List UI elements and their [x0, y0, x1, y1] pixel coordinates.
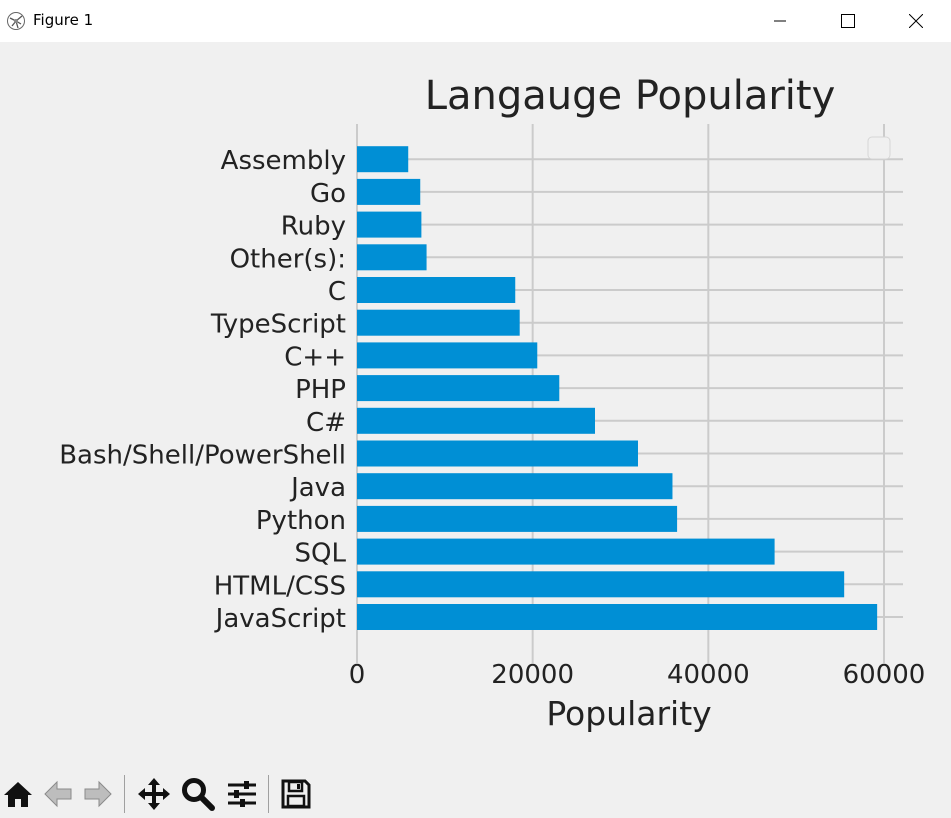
x-tick-label: 20000 [491, 660, 574, 690]
y-tick-label: PHP [295, 375, 346, 405]
bar [357, 309, 520, 336]
zoom-button[interactable] [180, 773, 216, 815]
bar [357, 571, 845, 598]
chart-title: Langauge Popularity [425, 73, 836, 119]
window-titlebar: Figure 1 [0, 0, 951, 42]
home-button[interactable] [0, 773, 36, 815]
configure-subplots-button[interactable] [224, 773, 260, 815]
zoom-icon [182, 778, 215, 811]
y-tick-label: Assembly [221, 146, 346, 176]
navigation-toolbar [0, 767, 951, 818]
y-tick-label: C# [306, 408, 346, 438]
figure-canvas[interactable]: 0 20000 40000 60000 JavaScript HTML/CSS SQL Pyt… [0, 42, 951, 767]
bar [357, 407, 596, 434]
back-button[interactable] [40, 773, 76, 815]
bar-chart: 0 20000 40000 60000 JavaScriptHTML/CSSSQLPyt… [59, 73, 925, 733]
y-tick-label: SQL [295, 539, 347, 569]
save-icon [281, 779, 311, 809]
back-arrow-icon [44, 780, 72, 808]
y-tick-label: Go [310, 179, 346, 209]
configure-subplots-icon [228, 781, 256, 807]
y-tick-label: Bash/Shell/PowerShell [59, 441, 346, 471]
y-tick-label: Java [289, 473, 346, 503]
bar [357, 538, 775, 565]
minimize-icon [774, 20, 786, 22]
pan-icon [138, 778, 170, 810]
bar [357, 473, 673, 500]
x-tick-label: 0 [349, 660, 366, 690]
y-tick-label: Ruby [281, 212, 346, 242]
legend-box [867, 136, 891, 160]
minimize-button[interactable] [757, 0, 803, 42]
y-tick-label: JavaScript [214, 604, 346, 634]
save-button[interactable] [278, 773, 314, 815]
bar-layer [357, 146, 878, 630]
y-tick-label: HTML/CSS [214, 571, 346, 601]
forward-button[interactable] [80, 773, 116, 815]
bar [357, 342, 538, 369]
maximize-button[interactable] [825, 0, 871, 42]
home-icon [4, 782, 32, 807]
bar [357, 146, 409, 173]
y-tick-label: C++ [284, 342, 346, 372]
matplotlib-logo-icon [7, 12, 25, 30]
bar [357, 211, 422, 238]
window-title: Figure 1 [33, 11, 94, 29]
bar [357, 604, 878, 630]
y-tick-label: Other(s): [230, 244, 346, 274]
y-tick-label: TypeScript [210, 310, 346, 340]
bar [357, 440, 638, 467]
bar [357, 505, 678, 532]
toolbar-separator [124, 775, 125, 813]
toolbar-separator [268, 775, 269, 813]
maximize-icon [841, 14, 855, 28]
pan-button[interactable] [136, 773, 172, 815]
close-icon [909, 14, 923, 28]
x-axis-label: Popularity [546, 694, 711, 733]
x-tick-label: 40000 [667, 660, 750, 690]
y-tick-label: Python [256, 506, 346, 536]
close-button[interactable] [893, 0, 939, 42]
bar [357, 244, 427, 271]
bar [357, 178, 421, 205]
y-tick-label: C [328, 277, 346, 307]
label-layer: 0 20000 40000 60000 JavaScriptHTML/CSSSQLPyt… [59, 146, 925, 690]
bar [357, 375, 560, 402]
bar [357, 277, 516, 303]
forward-arrow-icon [84, 780, 112, 808]
x-tick-label: 60000 [843, 660, 926, 690]
